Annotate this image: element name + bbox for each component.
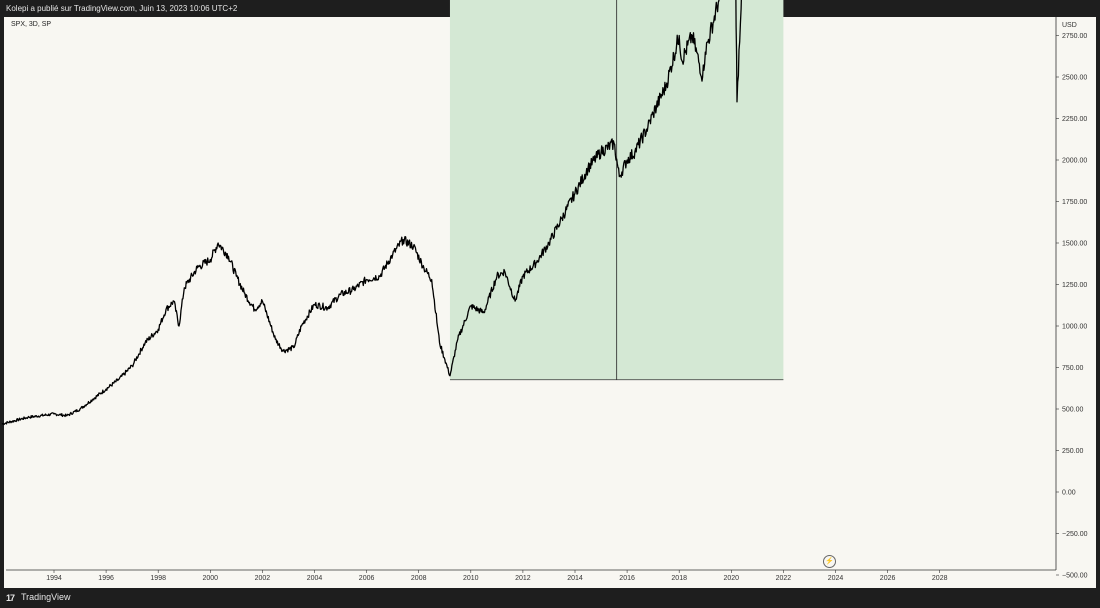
x-tick-label: 2020: [724, 575, 740, 582]
x-tick-label: 1998: [150, 575, 166, 582]
x-tick-label: 2028: [932, 575, 948, 582]
x-tick-label: 2014: [567, 575, 583, 582]
x-tick-label: 2004: [307, 575, 323, 582]
y-tick-label: 1000.00: [1062, 324, 1087, 331]
y-tick-label: 750.00: [1062, 365, 1084, 372]
measure-layer: [449, 0, 784, 381]
y-tick-label: 1500.00: [1062, 241, 1087, 248]
x-tick-label: 1994: [46, 575, 62, 582]
x-tick-label: 2000: [203, 575, 219, 582]
tradingview-brand-text: TradingView: [21, 592, 71, 602]
y-tick-label: −250.00: [1062, 531, 1088, 538]
y-tick-label: 500.00: [1062, 407, 1084, 414]
x-tick-label: 2012: [515, 575, 531, 582]
x-tick-label: 2008: [411, 575, 427, 582]
y-tick-label: 2000.00: [1062, 158, 1087, 165]
price-series-line: [1, 0, 742, 426]
x-tick-label: 2018: [671, 575, 687, 582]
y-tick-label: 250.00: [1062, 448, 1084, 455]
symbol-label: SPX, 3D, SP: [11, 21, 52, 28]
y-tick-label: 2500.00: [1062, 75, 1087, 82]
y-tick-label: 2750.00: [1062, 33, 1087, 40]
x-tick-label: 2002: [255, 575, 271, 582]
y-axis: USD−750.00−500.00−250.000.00250.00500.00…: [1055, 17, 1088, 580]
x-tick-label: 2010: [463, 575, 479, 582]
price-line-layer: [1, 0, 742, 426]
lightning-icon[interactable]: ⚡: [823, 555, 836, 568]
x-tick-label: 1996: [98, 575, 114, 582]
y-tick-label: 2250.00: [1062, 116, 1087, 123]
y-tick-label: 0.00: [1062, 490, 1076, 497]
y-tick-label: 1750.00: [1062, 199, 1087, 206]
x-axis: 1994 1996 1998 2000 2002 2004 2006 2008 2010 2012…: [6, 569, 1056, 582]
x-tick-label: 2006: [359, 575, 375, 582]
x-tick-label: 2026: [880, 575, 896, 582]
y-axis-currency-label: USD: [1062, 22, 1077, 29]
footer-bar: 17 TradingView: [0, 588, 1100, 608]
x-tick-label: 2024: [828, 575, 844, 582]
y-tick-label: −500.00: [1062, 573, 1088, 580]
tradingview-logo-icon: 17: [6, 593, 15, 603]
y-tick-label: 1250.00: [1062, 282, 1087, 289]
x-tick-label: 2022: [776, 575, 792, 582]
x-tick-label: 2016: [619, 575, 635, 582]
